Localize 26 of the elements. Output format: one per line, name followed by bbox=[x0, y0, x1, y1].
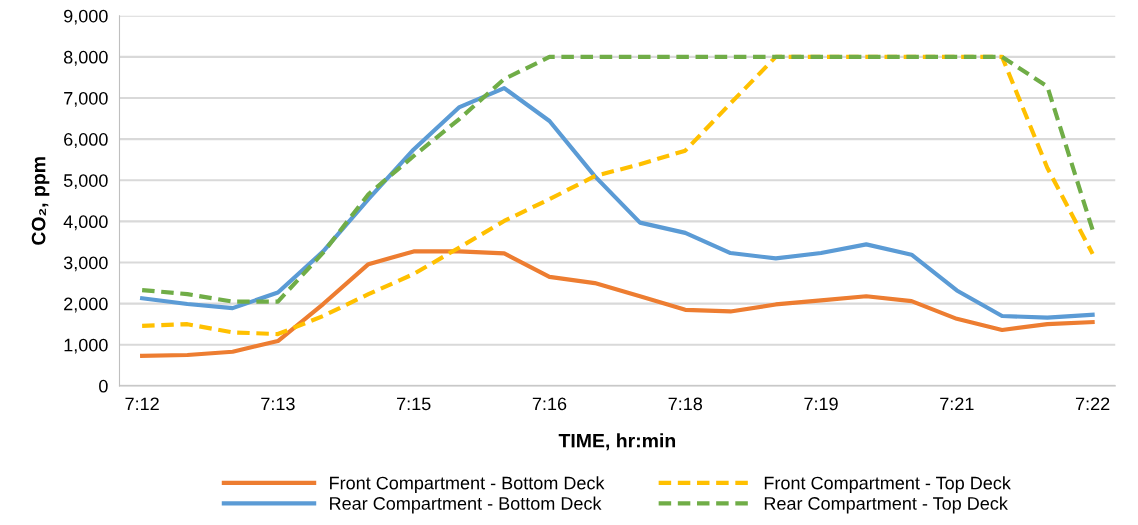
x-tick-label: 7:19 bbox=[804, 397, 838, 411]
y-tick-label: 0 bbox=[99, 379, 108, 393]
line-series bbox=[140, 249, 1095, 358]
y-tick-label: 9,000 bbox=[64, 9, 108, 25]
y-tick-label: 3,000 bbox=[63, 256, 108, 272]
y-tick-label: 1,000 bbox=[64, 338, 108, 354]
x-axis-title: TIME, hr:min bbox=[558, 433, 676, 451]
y-tick-label: 6,000 bbox=[64, 133, 108, 148]
legend-label: Rear Compartment - Top Deck bbox=[764, 496, 1008, 514]
x-tick-label: 7:13 bbox=[261, 397, 295, 411]
line-series bbox=[140, 86, 1095, 320]
legend-label: Rear Compartment - Bottom Deck bbox=[330, 496, 602, 514]
y-tick-label: 2,000 bbox=[64, 297, 108, 313]
x-tick-label: 7:12 bbox=[125, 397, 159, 411]
y-axis-title: CO₂, ppm bbox=[31, 157, 50, 245]
legend-label: Front Compartment - Top Deck bbox=[764, 476, 1011, 493]
y-tick-label: 7,000 bbox=[64, 91, 108, 107]
x-tick-label: 7:16 bbox=[532, 397, 567, 411]
y-tick-label: 5,000 bbox=[63, 174, 108, 190]
x-tick-label: 7:18 bbox=[668, 397, 703, 411]
x-tick-label: 7:21 bbox=[940, 397, 974, 411]
legend-label: Front Compartment - Bottom Deck bbox=[330, 476, 605, 493]
y-tick-label: 4,000 bbox=[63, 215, 108, 231]
x-tick-label: 7:15 bbox=[397, 397, 431, 411]
y-tick-label: 8,000 bbox=[63, 50, 108, 66]
x-tick-label: 7:22 bbox=[1075, 397, 1110, 411]
